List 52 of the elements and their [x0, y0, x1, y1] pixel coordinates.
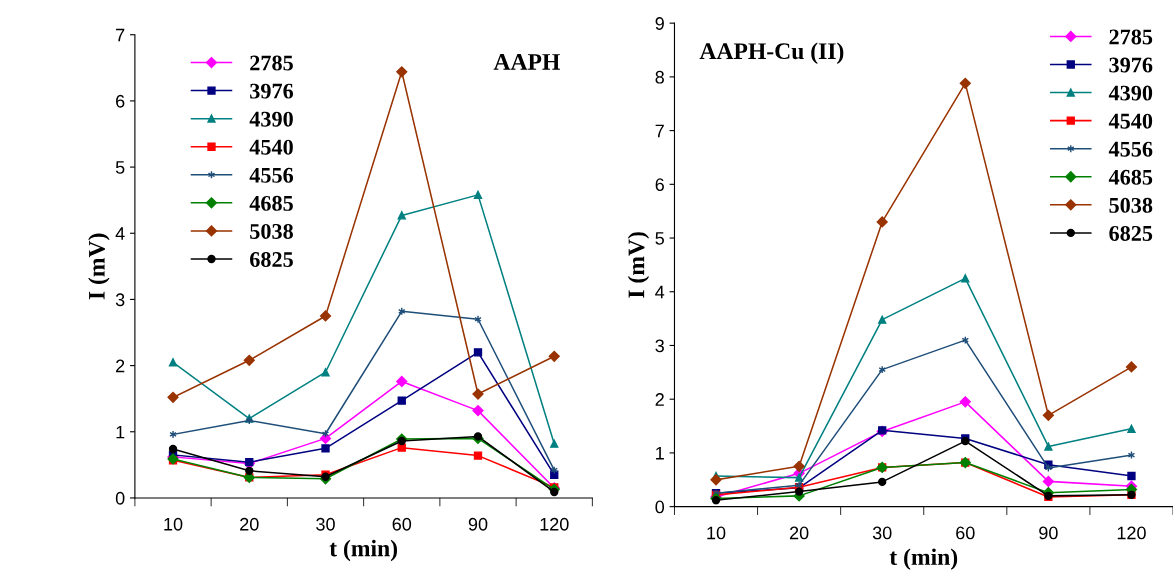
x-tick-label: 10	[164, 517, 183, 531]
y-tick-label: 0	[115, 491, 125, 505]
x-tick-label: 60	[392, 517, 412, 531]
y-tick-label: 9	[655, 17, 664, 30]
text: AAPH	[493, 54, 560, 70]
y-tick-label: 6	[655, 178, 664, 192]
y-axis-title: I (mV)	[88, 233, 110, 300]
legend-label: 6825	[250, 251, 293, 267]
x-tick-label: 90	[1039, 526, 1058, 540]
x-tick-label: 120	[540, 517, 569, 531]
y-tick-label: 7	[655, 124, 664, 138]
legend-label: 4556	[1108, 141, 1153, 157]
legend-label: 4390	[249, 111, 293, 127]
y-tick-label: 6	[116, 94, 125, 108]
x-axis-title: t (min)	[329, 539, 398, 562]
y-tick-label: 0	[655, 500, 665, 514]
y-tick-label: 2	[655, 393, 664, 406]
legend-label: 5038	[1109, 197, 1153, 213]
y-tick-label: 7	[116, 28, 125, 42]
text: AAPH-Cu (II)	[699, 42, 844, 64]
y-tick-label: 4	[115, 227, 125, 240]
y-tick-label: 1	[116, 425, 125, 439]
x-tick-label: 30	[872, 526, 892, 540]
x-tick-label: 60	[956, 526, 975, 540]
legend-label: 2785	[250, 55, 293, 71]
x-tick-label: 30	[316, 517, 335, 531]
legend-label: 2785	[1109, 29, 1153, 45]
y-tick-label: 5	[115, 161, 125, 174]
y-tick-label: 5	[655, 232, 664, 245]
x-tick-label: 10	[707, 526, 726, 540]
legend-label: 4556	[249, 167, 294, 183]
legend-label: 4685	[1108, 169, 1153, 185]
x-tick-label: 20	[240, 517, 259, 531]
legend-label: 4390	[1108, 85, 1153, 101]
y-tick-label: 2	[116, 359, 125, 373]
x-tick-label: 120	[1117, 526, 1146, 540]
y-tick-label: 4	[655, 285, 665, 299]
legend-label: 3976	[1109, 57, 1153, 73]
y-axis-title: I (mV)	[627, 232, 650, 298]
x-tick-label: 90	[468, 517, 488, 531]
legend-label: 5038	[250, 223, 293, 239]
y-tick-label: 3	[655, 339, 664, 353]
legend-label: 4540	[249, 139, 293, 155]
x-tick-label: 20	[789, 526, 809, 540]
legend-label: 6825	[1109, 225, 1153, 241]
legend-label: 4540	[1108, 113, 1153, 129]
y-tick-label: 1	[656, 447, 664, 460]
legend-label: 3976	[250, 83, 294, 99]
x-axis-title: t (min)	[889, 548, 958, 570]
legend-label: 4685	[249, 195, 293, 211]
y-tick-label: 8	[655, 70, 664, 84]
y-tick-label: 3	[115, 293, 125, 307]
